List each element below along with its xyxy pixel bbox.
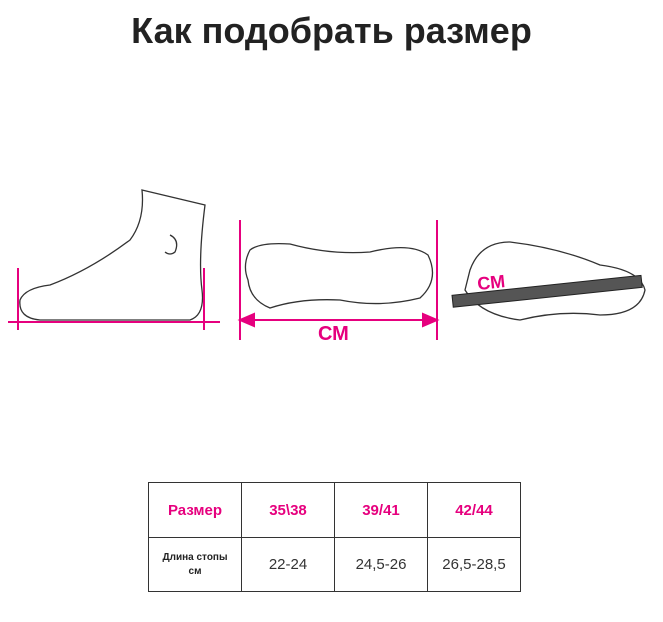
footprint-with-ruler — [464, 241, 646, 321]
side-measure-lines — [8, 268, 220, 330]
measurement-illustration: СМ СМ — [8, 189, 646, 345]
footprint-top-view — [244, 242, 434, 309]
foot-side-view — [19, 189, 206, 321]
page-title: Как подобрать размер — [131, 10, 532, 51]
value-cell: 22-24 — [241, 537, 335, 592]
unit-label-top: СМ — [318, 323, 349, 345]
ruler-icon — [451, 274, 643, 308]
unit-label-ruler: СМ — [476, 271, 506, 294]
header-size-1: 35\38 — [241, 482, 335, 538]
top-measure-lines — [237, 220, 440, 340]
row-label: Длина стопы см — [148, 537, 242, 592]
header-size-3: 42/44 — [427, 482, 521, 538]
table-row: Длина стопы см 22-24 24,5-26 26,5-28,5 — [148, 537, 521, 592]
value-cell: 24,5-26 — [334, 537, 428, 592]
row-label-line-1: Длина стопы — [162, 551, 228, 563]
table-header-row: Размер 35\38 39/41 42/44 — [148, 482, 521, 538]
value-cell: 26,5-28,5 — [427, 537, 521, 592]
header-size-2: 39/41 — [334, 482, 428, 538]
header-size: Размер — [148, 482, 242, 538]
size-table: Размер 35\38 39/41 42/44 Длина стопы см 2… — [148, 482, 521, 592]
row-label-line-2: см — [188, 565, 202, 577]
